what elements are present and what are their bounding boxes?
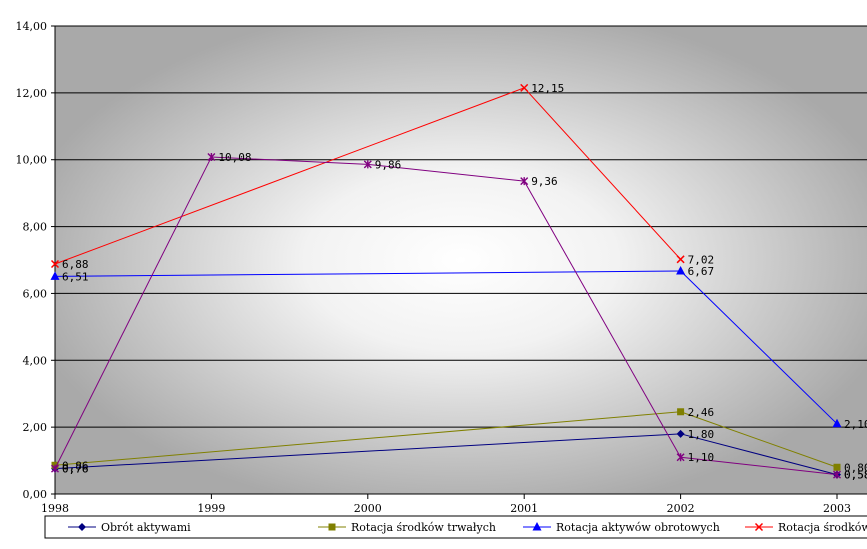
data-labels: 0,76 1,80 0,58 0,86 2,46 0,80 6,51 6,67 2,10 6,88… (62, 82, 867, 482)
plot-area (55, 26, 867, 494)
series-line-segment (523, 180, 682, 458)
y-tick-label: 4,00 (23, 354, 48, 367)
series-line-segment (54, 433, 681, 470)
y-tick-label: 10,00 (16, 154, 48, 167)
data-label: 0,58 (844, 469, 867, 482)
data-label: 6,51 (62, 270, 89, 283)
data-label: 0,76 (62, 463, 89, 476)
series-line-segment (54, 411, 681, 466)
data-point (833, 463, 841, 471)
data-label: 2,46 (688, 406, 715, 419)
data-point (51, 464, 59, 473)
legend-label: Rotacja aktywów obrotowych (556, 521, 720, 534)
series-3 (50, 83, 685, 269)
series-line-segment (680, 456, 838, 476)
data-label: 0,58 (844, 469, 867, 482)
legend-marker (754, 522, 764, 532)
data-point (50, 271, 60, 280)
y-tick-label: 6,00 (23, 287, 48, 300)
legend-label: Obrót aktywami (101, 521, 191, 534)
data-label: 12,15 (531, 82, 564, 95)
data-point (832, 418, 842, 428)
data-point (676, 429, 685, 438)
data-label: 6,88 (62, 258, 89, 271)
series-layer (50, 83, 842, 479)
data-point (677, 408, 685, 416)
series-line-segment (54, 156, 212, 469)
data-point (363, 160, 372, 169)
series-line-segment (211, 156, 368, 165)
y-tick-label: 8,00 (23, 221, 48, 234)
data-point (520, 83, 529, 92)
x-tick-label: 2000 (354, 502, 382, 515)
data-label: 1,80 (688, 428, 715, 441)
data-label: 9,36 (531, 175, 558, 188)
legend-item: Rotacja środków trwałych (318, 521, 496, 534)
data-point (676, 255, 685, 264)
series-line-segment (367, 163, 525, 182)
data-label: 0,86 (62, 459, 89, 472)
data-label: 2,10 (844, 418, 867, 431)
axes: 0,00 2,00 4,00 6,00 8,00 10,00 12,00 14,00 1998 1… (16, 20, 867, 515)
series-2 (50, 266, 842, 428)
y-tick-label: 12,00 (16, 87, 48, 100)
series-line-segment (680, 270, 838, 425)
legend-item: Rotacja środków pieniężnych (745, 521, 867, 534)
data-label: 9,86 (375, 158, 402, 171)
data-label: 1,10 (688, 451, 715, 464)
data-label: 7,02 (688, 253, 715, 266)
data-point (520, 177, 529, 186)
legend-box (44, 515, 867, 539)
x-tick-label: 2003 (823, 502, 851, 515)
legend-marker (78, 523, 86, 531)
legend-label: Rotacja środków pieniężnych (778, 521, 867, 534)
data-label: 10,08 (218, 151, 251, 164)
series-line-segment (54, 87, 525, 265)
legend-item: Obrót aktywami (68, 521, 191, 534)
data-point (676, 266, 686, 275)
gridlines (55, 25, 867, 428)
series-line-segment (680, 411, 838, 468)
data-label: 0,76 (62, 463, 89, 476)
y-tick-label: 2,00 (23, 421, 48, 434)
legend-item: Rotacja aktywów obrotowych (523, 521, 720, 534)
y-tick-label: 14,00 (16, 20, 48, 33)
series-4 (51, 153, 841, 479)
legend-marker (532, 522, 542, 531)
data-point (207, 153, 216, 162)
x-tick-label: 2001 (510, 502, 538, 515)
legend-marker (328, 523, 336, 531)
y-tick-label: 0,00 (23, 488, 48, 501)
data-point (676, 453, 685, 462)
data-label: 6,67 (688, 265, 715, 278)
legend: Obrót aktywami Rotacja środków trwałych Ro… (44, 515, 867, 539)
series-line-segment (54, 270, 681, 277)
x-tick-label: 2002 (667, 502, 695, 515)
x-tick-label: 1998 (41, 502, 69, 515)
legend-label: Rotacja środków trwałych (351, 521, 496, 534)
x-tick-label: 1999 (197, 502, 225, 515)
series-line-segment (523, 87, 681, 260)
data-point (50, 259, 60, 269)
data-point (833, 470, 841, 479)
data-label: 0,80 (844, 461, 867, 474)
series-line-segment (680, 433, 838, 476)
